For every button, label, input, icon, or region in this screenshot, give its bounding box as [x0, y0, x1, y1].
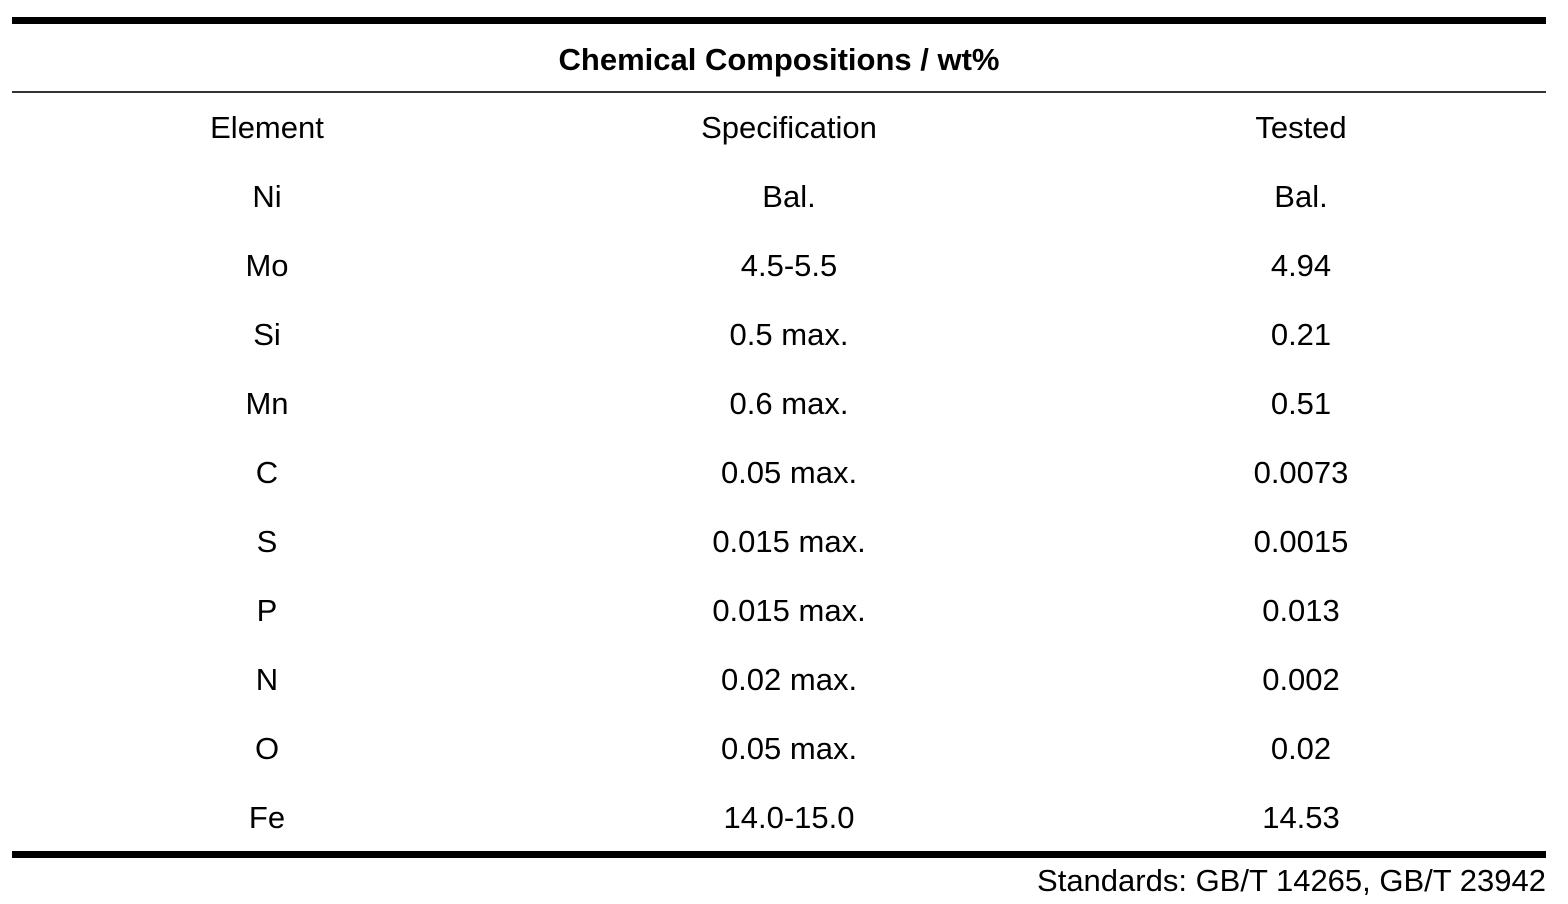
table-row: Mn 0.6 max. 0.51 [12, 369, 1546, 438]
header-specification: Specification [701, 110, 877, 145]
tested-cell: 14.53 [1262, 800, 1340, 835]
tested-cell: 0.002 [1262, 662, 1340, 697]
header-element: Element [210, 110, 324, 145]
standards-footnote: Standards: GB/T 14265, GB/T 23942 [1037, 863, 1546, 898]
element-cell: P [256, 593, 278, 628]
tested-cell: 0.0073 [1253, 455, 1349, 490]
table-row: S 0.015 max. 0.0015 [12, 507, 1546, 576]
specification-cell: Bal. [762, 179, 816, 214]
specification-cell: 0.6 max. [729, 386, 849, 421]
specification-cell: 0.05 max. [720, 455, 858, 490]
table-row: Si 0.5 max. 0.21 [12, 300, 1546, 369]
element-cell: Ni [252, 179, 282, 214]
specification-cell: 0.02 max. [720, 662, 858, 697]
table-row: P 0.015 max. 0.013 [12, 576, 1546, 645]
composition-table: Element Specification Tested Ni Bal. Bal… [12, 93, 1546, 852]
specification-cell: 4.5-5.5 [740, 248, 838, 283]
tested-cell: 0.02 [1270, 731, 1332, 766]
table-row: Fe 14.0-15.0 14.53 [12, 783, 1546, 852]
tested-cell: 4.94 [1270, 248, 1332, 283]
header-tested: Tested [1255, 110, 1347, 145]
top-rule [12, 17, 1546, 24]
specification-cell: 0.015 max. [712, 593, 866, 628]
specification-cell: 14.0-15.0 [723, 800, 855, 835]
tested-cell: Bal. [1274, 179, 1328, 214]
element-cell: Fe [248, 800, 286, 835]
table-title: Chemical Compositions / wt% [558, 42, 1000, 77]
element-cell: S [256, 524, 278, 559]
specification-cell: 0.05 max. [720, 731, 858, 766]
element-cell: N [255, 662, 279, 697]
tested-cell: 0.21 [1270, 317, 1332, 352]
table-row: N 0.02 max. 0.002 [12, 645, 1546, 714]
element-cell: Mn [245, 386, 289, 421]
table-row: Ni Bal. Bal. [12, 162, 1546, 231]
tested-cell: 0.51 [1270, 386, 1332, 421]
title-divider [12, 91, 1546, 93]
specification-cell: 0.5 max. [729, 317, 849, 352]
element-cell: O [254, 731, 280, 766]
element-cell: Si [253, 317, 281, 352]
specification-cell: 0.015 max. [712, 524, 866, 559]
bottom-rule [12, 851, 1546, 858]
tested-cell: 0.0015 [1253, 524, 1349, 559]
element-cell: Mo [245, 248, 289, 283]
tested-cell: 0.013 [1262, 593, 1340, 628]
table-row: C 0.05 max. 0.0073 [12, 438, 1546, 507]
table-row: Mo 4.5-5.5 4.94 [12, 231, 1546, 300]
table-row: O 0.05 max. 0.02 [12, 714, 1546, 783]
header-row: Element Specification Tested [12, 93, 1546, 162]
element-cell: C [255, 455, 279, 490]
